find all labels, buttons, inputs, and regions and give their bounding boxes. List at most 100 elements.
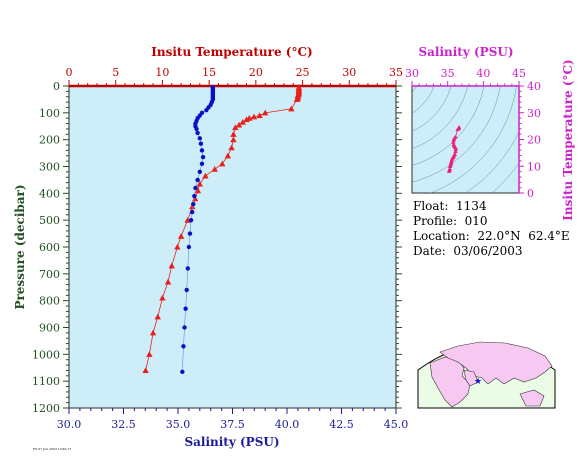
temperature-tick-label: 25 xyxy=(296,66,310,79)
salinity-tick-label: 40.0 xyxy=(275,418,300,431)
salinity-tick-label: 42.5 xyxy=(329,418,354,431)
temperature-point xyxy=(235,121,243,128)
pressure-tick-label: 800 xyxy=(39,295,60,308)
pressure-axis-title: Pressure (decibar) xyxy=(13,184,27,309)
salinity-tick-label: 37.5 xyxy=(220,418,245,431)
ts-point xyxy=(455,127,460,132)
salinity-point xyxy=(181,344,186,349)
ts-point xyxy=(446,168,452,173)
pressure-tick-label: 100 xyxy=(39,107,60,120)
temperature-point xyxy=(232,124,239,131)
map-land-eurasia xyxy=(439,341,553,385)
temperature-tick-label: 10 xyxy=(155,66,169,79)
ts-temperature-tick-label: 40 xyxy=(527,80,541,93)
ts-point xyxy=(453,149,458,154)
temperature-point xyxy=(202,172,209,179)
salinity-point xyxy=(199,161,205,167)
pressure-tick-label: 200 xyxy=(39,134,60,147)
temperature-tick-label: 5 xyxy=(112,66,119,79)
map-land-arabia xyxy=(463,369,479,387)
ts-salinity-tick-label: 40 xyxy=(476,67,490,80)
temperature-point xyxy=(177,233,185,239)
temperature-point xyxy=(159,294,166,301)
temperature-point xyxy=(262,109,269,116)
pressure-tick-label: 600 xyxy=(39,241,60,254)
salinity-tick-label: 30.0 xyxy=(57,418,82,431)
pressure-tick-label: 700 xyxy=(39,268,60,281)
temperature-tick-label: 0 xyxy=(66,66,73,79)
location-coords: Location: 22.0°N 62.4°E xyxy=(413,229,570,243)
temperature-point xyxy=(230,131,237,137)
ts-point xyxy=(449,156,455,161)
salinity-point xyxy=(188,217,194,223)
salinity-point xyxy=(184,287,189,293)
salinity-point xyxy=(183,306,188,311)
salinity-point xyxy=(195,130,200,136)
ts-temperature-tick-label: 10 xyxy=(527,160,541,173)
temperature-point xyxy=(256,112,263,119)
temperature-point xyxy=(149,329,157,336)
temperature-point xyxy=(189,203,196,210)
temperature-point xyxy=(250,113,258,120)
map-land-australia xyxy=(519,389,545,407)
temperature-point xyxy=(288,105,295,112)
temperature-point xyxy=(228,144,235,151)
pressure-tick-label: 1200 xyxy=(32,402,60,415)
pressure-tick-label: 400 xyxy=(39,187,60,200)
salinity-point xyxy=(198,141,204,146)
salinity-point xyxy=(182,325,187,330)
ts-temperature-tick-label: 20 xyxy=(527,134,541,147)
temperature-axis-title: Insitu Temperature (°C) xyxy=(151,45,312,59)
pressure-tick-label: 0 xyxy=(53,80,60,93)
temperature-point xyxy=(230,136,237,143)
location-map: ★ xyxy=(417,341,556,409)
ts-temperature-tick-label: 30 xyxy=(527,107,541,120)
salinity-point xyxy=(194,126,199,132)
temperature-point xyxy=(168,262,175,269)
ts-diagram-background xyxy=(411,85,520,194)
temperature-tick-label: 30 xyxy=(342,66,356,79)
temperature-point xyxy=(243,116,250,123)
salinity-point xyxy=(189,209,195,215)
float-id: Float: 1134 xyxy=(413,199,487,213)
ts-series xyxy=(446,124,462,173)
temperature-point xyxy=(224,152,232,159)
profile-axis-ticks: 0 5 10 15 20 25 30 35 30.0 32.5 35.0 37.5 40.0 42.5 45… xyxy=(32,66,408,431)
profile-date: Date: 03/06/2003 xyxy=(413,244,523,258)
temperature-point xyxy=(146,351,153,357)
salinity-point xyxy=(185,266,191,271)
temperature-point xyxy=(164,278,172,285)
ts-point xyxy=(451,139,456,144)
salinity-point xyxy=(204,107,209,113)
ts-salinity-axis-title: Salinity (PSU) xyxy=(418,45,513,59)
ts-point xyxy=(451,137,456,142)
pressure-tick-label: 1000 xyxy=(32,348,60,361)
salinity-point xyxy=(197,169,202,175)
salinity-tick-label: 32.5 xyxy=(111,418,136,431)
ts-temperature-tick-label: 0 xyxy=(527,187,534,200)
ts-salinity-tick-label: 30 xyxy=(405,67,419,80)
salinity-point xyxy=(200,154,206,160)
salinity-point xyxy=(180,369,185,374)
temperature-point xyxy=(154,313,161,320)
salinity-point xyxy=(186,244,192,250)
salinity-axis-title: Salinity (PSU) xyxy=(184,435,279,449)
pressure-tick-label: 1100 xyxy=(32,375,60,388)
profile-series xyxy=(142,84,303,374)
ts-point xyxy=(453,146,459,151)
footer-stamp: Fri 07 Jun 2003 10:46:17 xyxy=(33,447,72,451)
ts-point xyxy=(447,164,453,169)
temperature-tick-label: 15 xyxy=(202,66,216,79)
ts-salinity-tick-label: 45 xyxy=(512,67,526,80)
profile-number: Profile: 010 xyxy=(413,214,488,228)
salinity-point xyxy=(199,148,205,153)
pressure-tick-label: 500 xyxy=(39,214,60,227)
salinity-point xyxy=(187,231,193,236)
temperature-point xyxy=(239,119,246,125)
salinity-point xyxy=(192,193,197,199)
temperature-point xyxy=(293,96,301,102)
temperature-point xyxy=(174,243,181,250)
